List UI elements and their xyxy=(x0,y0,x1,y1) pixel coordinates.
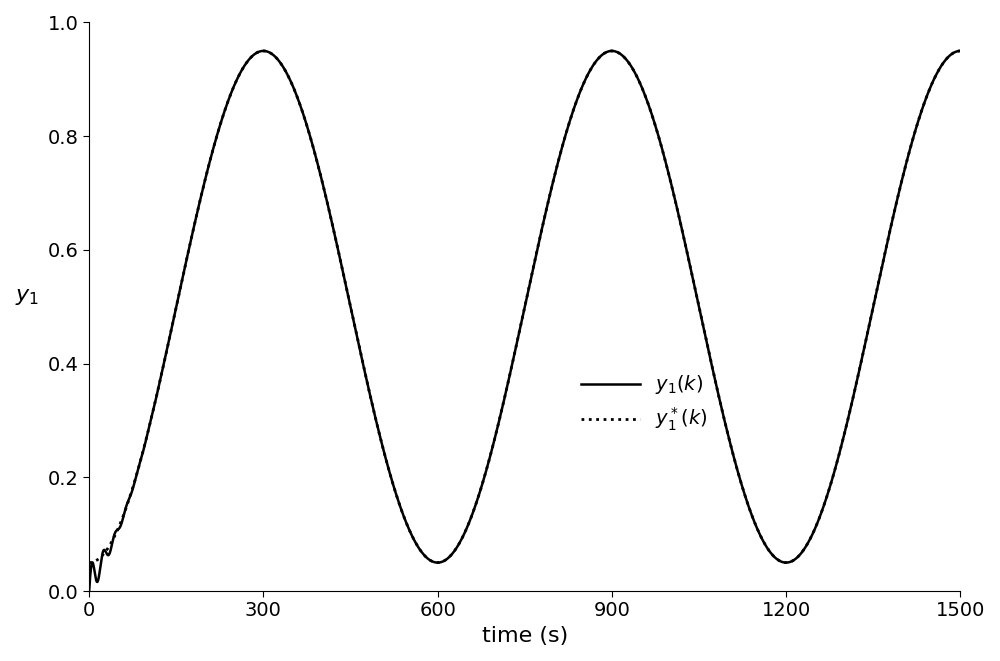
$y_1^*(k)$ xyxy=(953,47,965,55)
$y_1(k)$ xyxy=(638,88,650,96)
$y_1^*(k)$ xyxy=(257,47,269,55)
Legend: $y_1(k)$, $y_1^*(k)$: $y_1(k)$, $y_1^*(k)$ xyxy=(573,366,715,442)
$y_1(k)$ xyxy=(343,293,355,301)
$y_1^*(k)$ xyxy=(954,47,966,55)
Line: $y_1(k)$: $y_1(k)$ xyxy=(89,51,960,591)
$y_1^*(k)$ xyxy=(343,294,355,302)
$y_1^*(k)$ xyxy=(83,559,95,566)
Line: $y_1^*(k)$: $y_1^*(k)$ xyxy=(89,51,960,563)
$y_1(k)$ xyxy=(777,559,789,566)
$y_1^*(k)$ xyxy=(777,559,789,566)
$y_1^*(k)$ xyxy=(638,88,650,96)
$y_1(k)$ xyxy=(953,47,965,55)
Y-axis label: $y_1$: $y_1$ xyxy=(15,287,39,307)
$y_1(k)$ xyxy=(833,451,845,459)
X-axis label: time (s): time (s) xyxy=(482,626,568,646)
$y_1(k)$ xyxy=(606,47,618,55)
$y_1(k)$ xyxy=(83,587,95,595)
$y_1^*(k)$ xyxy=(833,451,845,459)
$y_1^*(k)$ xyxy=(572,94,584,102)
$y_1(k)$ xyxy=(954,47,966,55)
$y_1(k)$ xyxy=(572,95,584,102)
